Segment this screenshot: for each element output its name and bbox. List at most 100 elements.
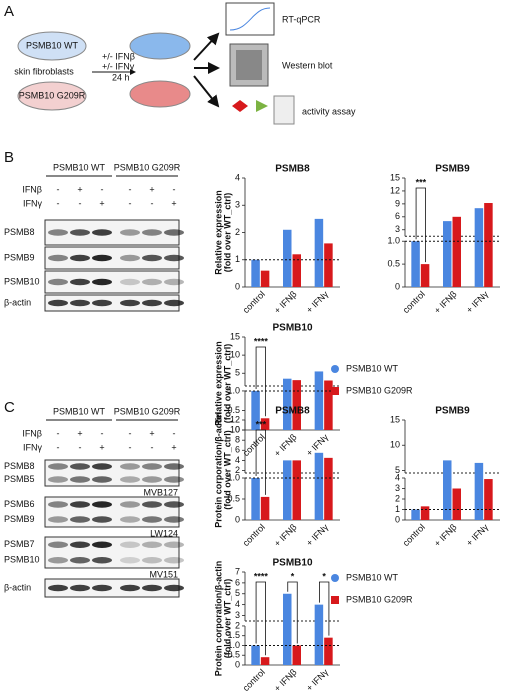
- band-label: PSMB8: [4, 461, 35, 471]
- y-tick-label: 1: [235, 254, 240, 264]
- y-tick-label: 1: [395, 504, 400, 514]
- group-label: PSMB10 WT: [53, 406, 106, 416]
- treatment-sign: +: [149, 428, 154, 438]
- bar: [484, 203, 493, 287]
- treatment-sign: -: [57, 428, 60, 438]
- treatment-sign: +: [171, 442, 176, 452]
- activity-icon: [273, 95, 295, 125]
- treatment: +/- IFNγ: [102, 61, 135, 71]
- bar: [260, 496, 270, 520]
- bar: [251, 478, 260, 520]
- treatment-sign: -: [79, 442, 82, 452]
- blot-band: [164, 299, 184, 307]
- y-tick-label: 5: [235, 588, 240, 598]
- y-tick-label: 4: [235, 172, 240, 182]
- blot-band: [142, 557, 162, 564]
- bar: [411, 241, 420, 287]
- blot-band: [120, 254, 140, 262]
- blot-band: [48, 229, 68, 236]
- blot-band: [70, 557, 90, 564]
- readout: Western blot: [282, 60, 333, 70]
- bar: [324, 457, 333, 520]
- y-tick-label: 6: [235, 445, 240, 455]
- blot-band: [120, 278, 140, 286]
- blot-band: [92, 541, 112, 548]
- treatment-label: IFNβ: [22, 184, 42, 194]
- treatment: +/- IFNβ: [102, 51, 135, 61]
- blot-band: [142, 501, 162, 508]
- legend-swatch: [331, 387, 339, 395]
- y-tick-label: 10: [390, 440, 400, 450]
- bar: [260, 657, 270, 665]
- treatment-sign: -: [129, 198, 132, 208]
- x-tick-label: + IFNγ: [304, 289, 330, 315]
- bar: [484, 479, 493, 520]
- bar: [443, 460, 452, 520]
- blot-band: [70, 584, 90, 592]
- y-tick-label: 4: [395, 472, 400, 482]
- blot-frame: [44, 459, 180, 487]
- blot-band: [92, 299, 112, 307]
- panel-label: C: [4, 399, 15, 416]
- legend-label: PSMB10 WT: [346, 572, 399, 582]
- group-label: PSMB10 G209R: [114, 162, 181, 172]
- legend-swatch: [331, 596, 339, 604]
- y-tick-label: 0.5: [387, 258, 400, 268]
- blot-band: [164, 254, 184, 262]
- y-axis-label: (fold over WT_ctrl): [222, 579, 232, 659]
- treatment-label: IFNγ: [23, 442, 42, 452]
- x-tick-label: + IFNβ: [272, 667, 298, 693]
- wb-icon: [236, 50, 262, 80]
- x-tick-label: + IFNγ: [464, 522, 490, 548]
- blot-band: [92, 501, 112, 508]
- blot-band: [70, 229, 90, 236]
- blot-band: [70, 476, 90, 483]
- sig-bracket: [319, 581, 330, 636]
- bar: [314, 371, 324, 430]
- x-tick-label: + IFNβ: [272, 522, 298, 548]
- blot-band: [92, 278, 112, 286]
- dish-label: PSMB10 G209R: [19, 90, 86, 100]
- blot-band: [164, 229, 184, 236]
- bar: [283, 378, 292, 430]
- probe-label: LW124: [150, 528, 178, 538]
- sig-label: ****: [254, 336, 269, 346]
- blot-band: [142, 229, 162, 236]
- blot-band: [92, 584, 112, 592]
- legend-swatch: [331, 365, 339, 373]
- y-tick-label: 5: [235, 368, 240, 378]
- treatment-sign: -: [129, 428, 132, 438]
- treatment-sign: -: [57, 442, 60, 452]
- bar: [292, 460, 301, 520]
- activity-icon: [256, 100, 268, 112]
- blot-band: [142, 584, 162, 592]
- y-axis-label: Protein corporation/β-actin: [213, 412, 223, 528]
- x-tick-label: + IFNγ: [464, 289, 490, 315]
- bar: [292, 645, 301, 665]
- activity-icon: [232, 100, 248, 112]
- y-tick-label: 3: [395, 483, 400, 493]
- treatment-sign: -: [101, 184, 104, 194]
- bar: [452, 488, 461, 520]
- treatment-sign: -: [151, 198, 154, 208]
- blot-band: [164, 557, 184, 564]
- band-label: PSMB7: [4, 539, 35, 549]
- treatment-sign: +: [149, 184, 154, 194]
- blot-band: [164, 278, 184, 286]
- y-tick-label: 2: [235, 227, 240, 237]
- readout: RT-qPCR: [282, 14, 321, 24]
- band-label: PSMB9: [4, 514, 35, 524]
- y-tick-label: 1.0: [387, 236, 400, 246]
- bar: [452, 216, 461, 287]
- panel-label: A: [4, 3, 14, 20]
- dish: [129, 32, 191, 60]
- blot-band: [120, 516, 140, 523]
- blot-band: [48, 254, 68, 262]
- y-tick-label: 9: [395, 198, 400, 208]
- bar: [283, 460, 292, 520]
- treatment: 24 h: [112, 72, 130, 82]
- legend-label: PSMB10 WT: [346, 363, 399, 373]
- blot-band: [164, 463, 184, 470]
